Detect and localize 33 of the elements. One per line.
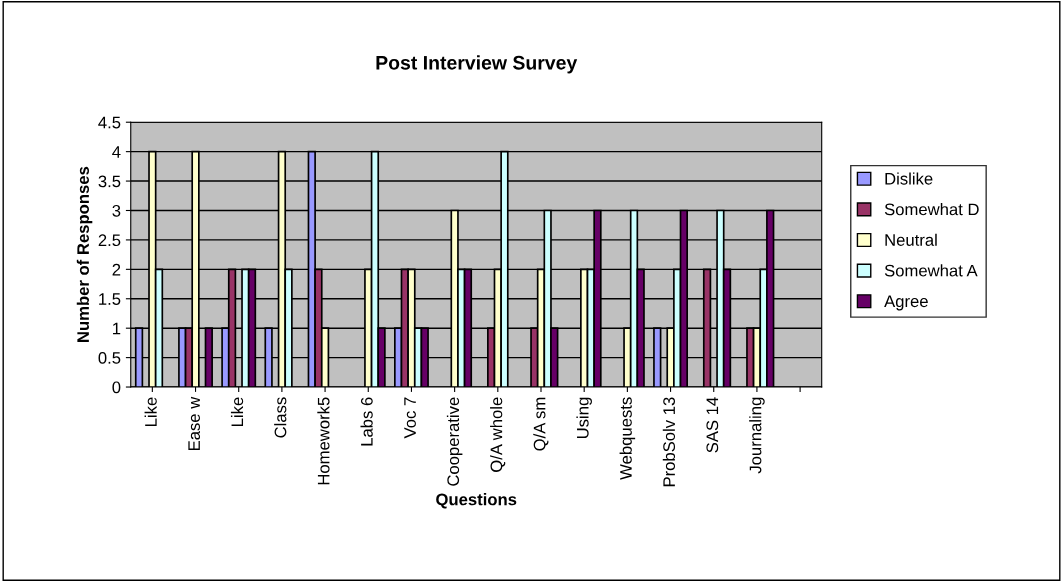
legend-label: Somewhat A — [884, 264, 978, 277]
x-tick-label: Labs 6 — [360, 397, 373, 446]
y-tick-label: 2 — [112, 263, 121, 276]
y-tick-label: 3 — [112, 204, 121, 217]
y-tick-label: 0 — [112, 381, 121, 394]
x-tick-label: Journaling — [749, 397, 765, 474]
legend-label: Somewhat D — [884, 203, 979, 216]
x-tick-label: Voc 7 — [404, 397, 416, 439]
y-tick-label: 4.5 — [98, 116, 121, 129]
legend-label: Neutral — [885, 233, 937, 246]
x-tick-label: Using — [576, 397, 592, 439]
y-axis-title: Number of Responses — [76, 166, 93, 342]
y-tick-label: 1 — [113, 322, 121, 335]
y-tick-label: 4 — [112, 146, 121, 158]
x-tick-label: SAS 14 — [706, 397, 719, 453]
x-tick-label: Q/A whole — [490, 397, 506, 472]
x-tick-label: Ease w — [188, 396, 200, 451]
y-tick-label: 2.5 — [98, 234, 121, 247]
x-tick-label: Homework5 — [317, 397, 330, 485]
x-tick-label: Cooperative — [446, 397, 463, 486]
x-tick-label: Like — [144, 397, 157, 426]
legend-label: Dislike — [885, 172, 933, 185]
x-tick-label: Webquests — [619, 397, 636, 480]
chart-title: Post Interview Survey — [376, 55, 578, 74]
x-tick-label: ProbSolv 13 — [662, 397, 676, 487]
x-axis-title: Questions — [436, 493, 517, 509]
y-tick-label: 1.5 — [99, 293, 121, 305]
legend-label: Agree — [884, 295, 928, 311]
y-tick-label: 0.5 — [98, 352, 121, 364]
x-tick-label: Class — [274, 397, 287, 438]
x-tick-label: Q/A sm — [533, 397, 549, 451]
x-tick-label: Like — [230, 397, 244, 426]
y-tick-label: 3.5 — [98, 175, 121, 188]
